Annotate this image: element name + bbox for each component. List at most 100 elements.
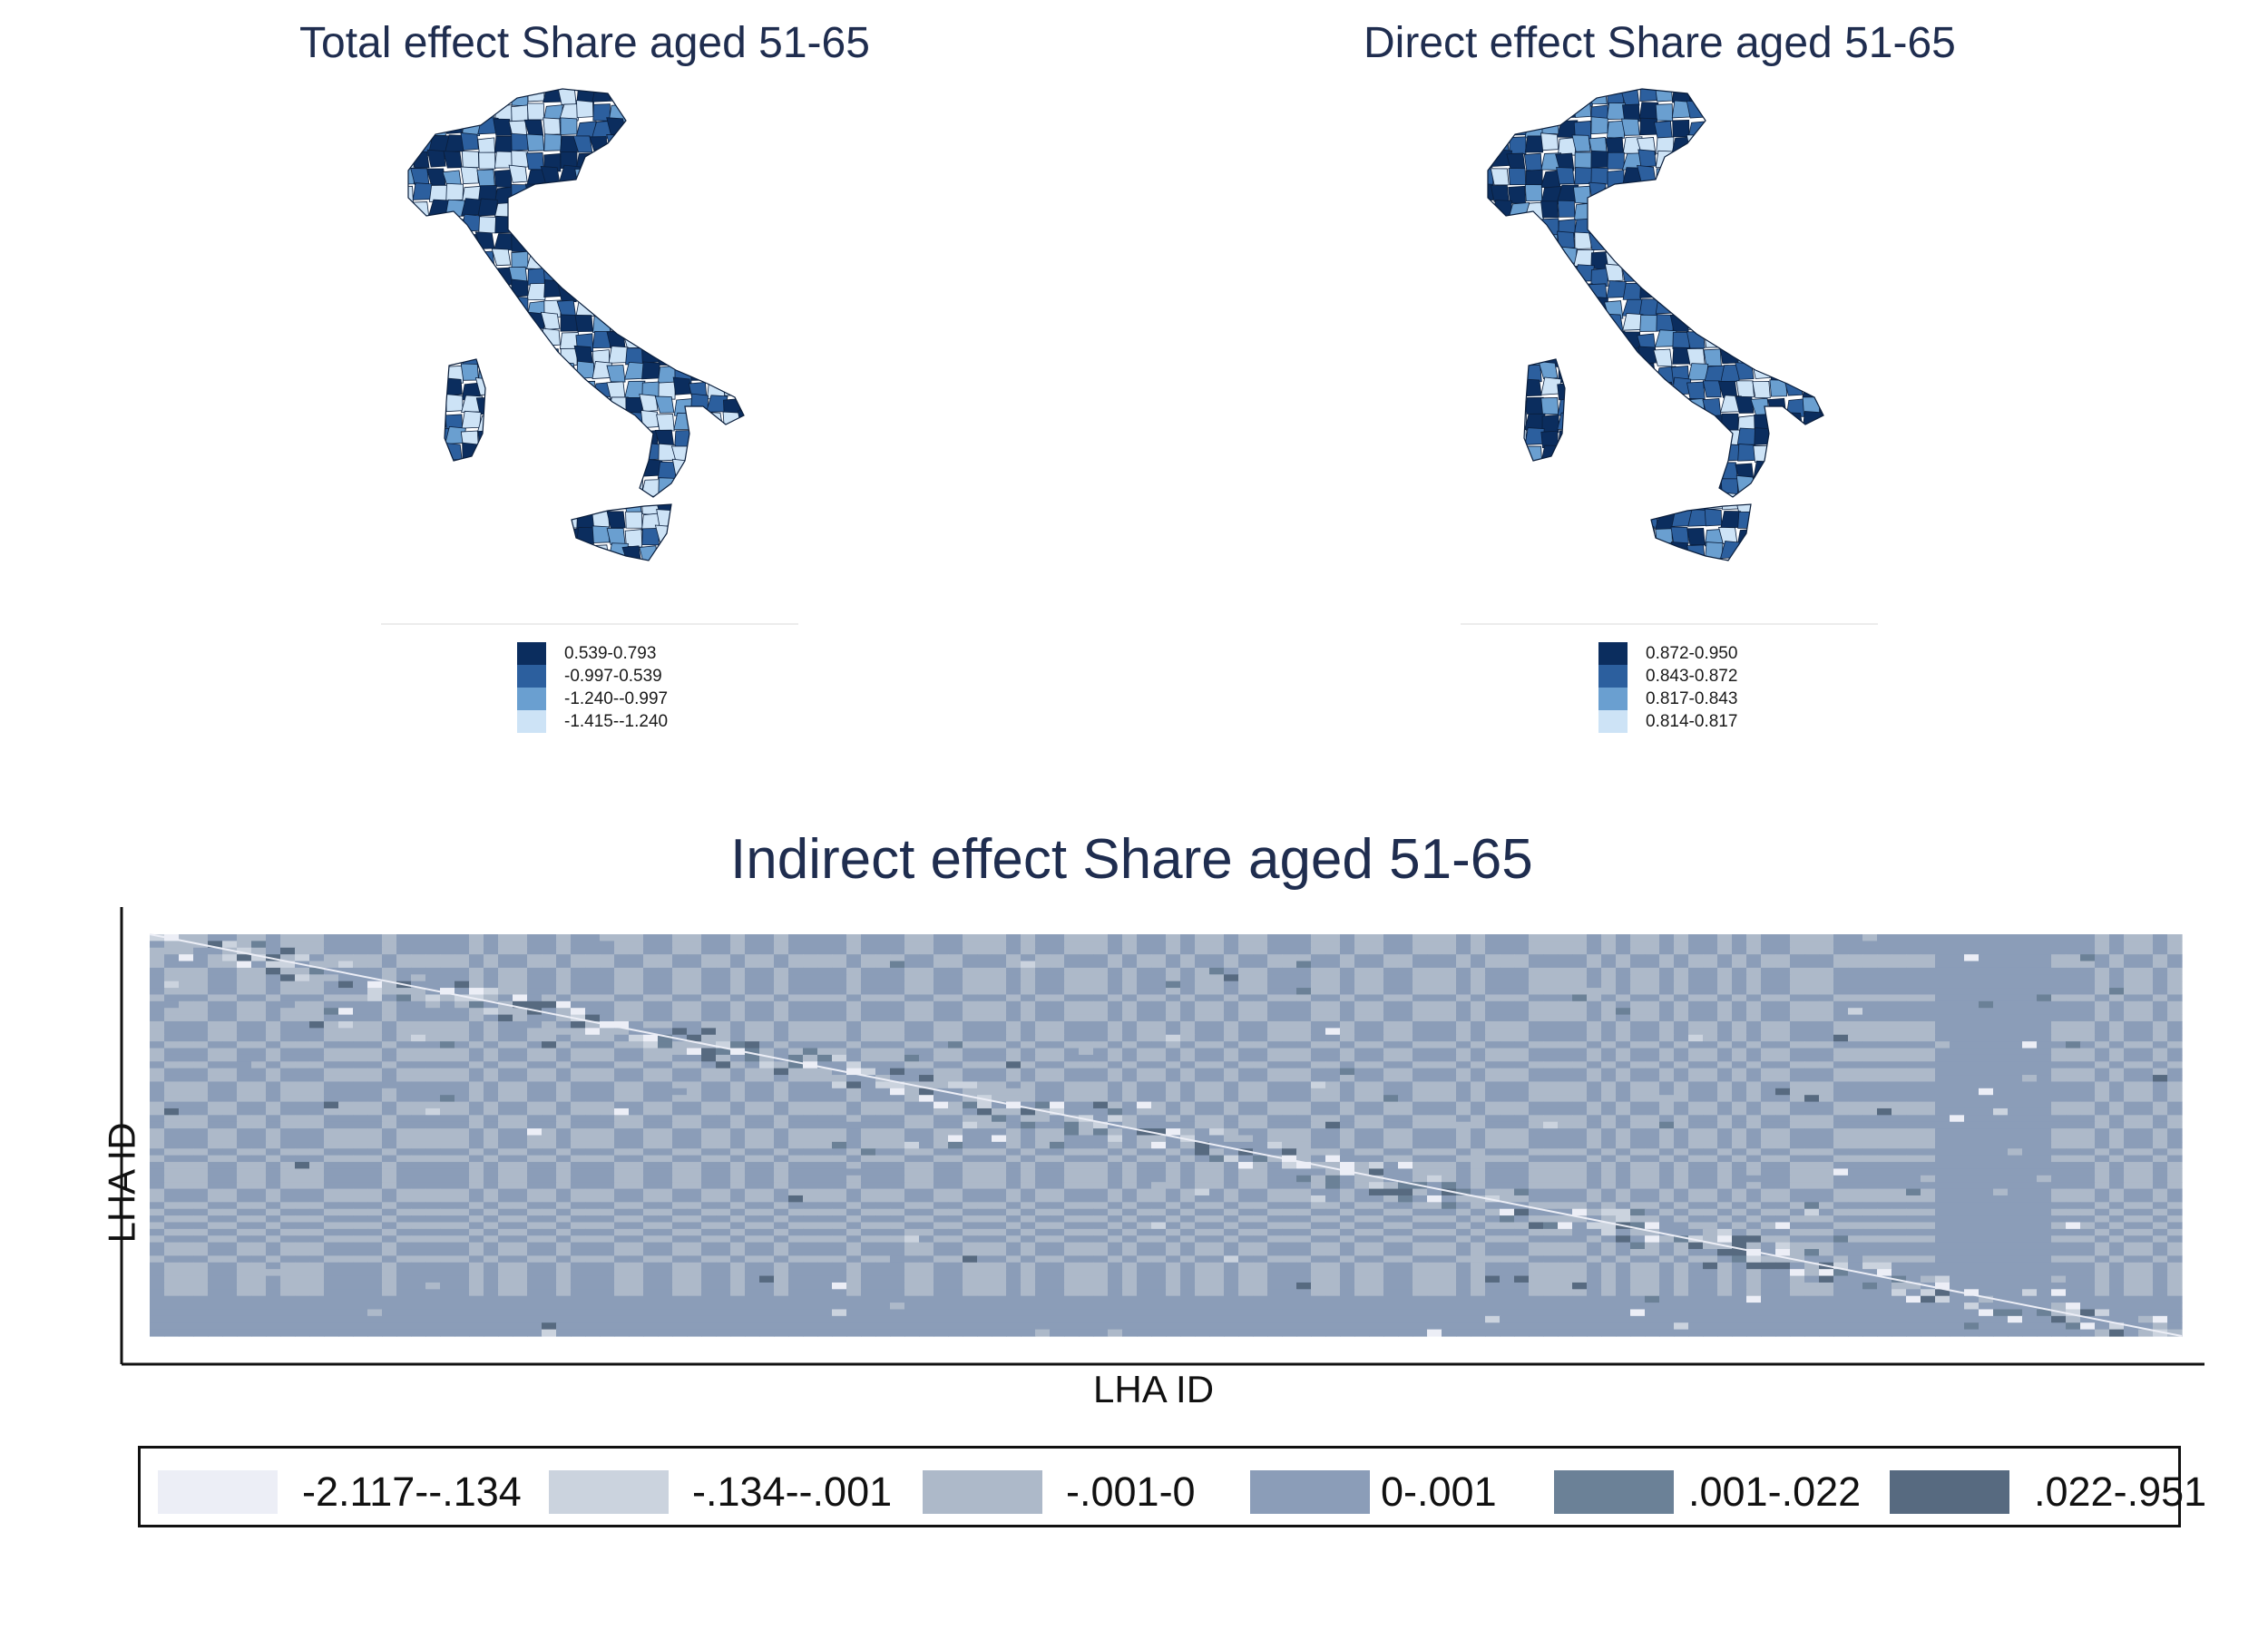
heatmap-cell [759, 1020, 775, 1029]
heatmap-cell [251, 1041, 267, 1049]
heatmap-cell [614, 1020, 630, 1029]
direct-district [1524, 267, 1546, 285]
heatmap-cell [338, 1014, 354, 1022]
total-district [673, 412, 695, 430]
heatmap-cell [1413, 1068, 1428, 1076]
heatmap-cell [571, 967, 586, 975]
direct-district [1800, 280, 1820, 298]
heatmap-cell [1500, 1028, 1515, 1036]
total-district [461, 102, 483, 121]
heatmap-cell [701, 988, 717, 996]
direct-district [1607, 120, 1626, 139]
heatmap-cell [2153, 1028, 2168, 1036]
direct-district [1705, 71, 1725, 85]
heatmap-cell [1282, 941, 1297, 949]
heatmap-cell [1093, 1014, 1109, 1022]
heatmap-cell [396, 967, 412, 975]
heatmap-cell [1877, 1020, 1892, 1029]
heatmap-cell [1862, 947, 1878, 955]
heatmap-cell [585, 1095, 601, 1103]
direct-district [1525, 475, 1543, 494]
heatmap-cell [600, 967, 615, 975]
heatmap-cell [774, 1034, 789, 1042]
heatmap-cell [484, 934, 499, 942]
heatmap-cell [1819, 981, 1834, 989]
heatmap-cell [1543, 1041, 1559, 1049]
heatmap-cell [411, 941, 426, 949]
heatmap-cell [934, 1041, 949, 1049]
heatmap-cell [1122, 1000, 1138, 1009]
heatmap-cell [1238, 947, 1254, 955]
heatmap-cell [1630, 981, 1646, 989]
heatmap-cell [1964, 1014, 1980, 1022]
heatmap-cell [179, 1054, 194, 1062]
heatmap-cell [1529, 1075, 1544, 1083]
total-district [640, 264, 659, 282]
direct-district [1572, 346, 1591, 365]
total-district [511, 184, 529, 202]
direct-district [1784, 523, 1804, 542]
heatmap-cell [1296, 947, 1312, 955]
total-district [690, 181, 709, 200]
direct-district [1719, 200, 1738, 218]
heatmap-cell [527, 1081, 543, 1089]
heatmap-cell [629, 1054, 644, 1062]
heatmap-cell [658, 1041, 673, 1049]
heatmap-cell [759, 961, 775, 969]
direct-district [1573, 511, 1594, 529]
heatmap-cell [1442, 1020, 1457, 1029]
heatmap-cell [1398, 981, 1413, 989]
heatmap-cell [672, 1095, 688, 1103]
direct-district [1752, 380, 1771, 399]
direct-district [1835, 541, 1855, 558]
total-district [705, 349, 728, 368]
heatmap-cell [875, 967, 891, 975]
heatmap-cell [1485, 1000, 1501, 1009]
heatmap-cell [1151, 967, 1167, 975]
heatmap-cell [1471, 994, 1486, 1002]
total-district [445, 345, 465, 364]
heatmap-cell [1253, 1034, 1268, 1042]
heatmap-cell [193, 1061, 209, 1069]
direct-district [1704, 330, 1722, 348]
heatmap-cell [367, 1008, 383, 1016]
total-district [575, 444, 596, 463]
heatmap-cell [1761, 988, 1776, 996]
direct-district [1770, 542, 1789, 560]
heatmap-cell [846, 1008, 862, 1016]
heatmap-cell [1340, 994, 1355, 1002]
total-district [508, 317, 528, 336]
heatmap-cell [1267, 1034, 1283, 1042]
heatmap-cell [1717, 941, 1733, 949]
heatmap-cell [1079, 1020, 1094, 1029]
heatmap-cell [425, 1081, 441, 1089]
heatmap-cell [1688, 1020, 1704, 1029]
heatmap-cell [1529, 1000, 1544, 1009]
heatmap-cell [1369, 981, 1384, 989]
heatmap-cell [367, 954, 383, 962]
heatmap-cell [1122, 1081, 1138, 1089]
heatmap-cell [759, 1014, 775, 1022]
heatmap-cell [1645, 941, 1660, 949]
heatmap-cell [1427, 1081, 1442, 1089]
heatmap-cell [803, 988, 818, 996]
heatmap-cell [1296, 1041, 1312, 1049]
heatmap-cell [1529, 1054, 1544, 1062]
total-district [591, 446, 612, 465]
heatmap-cell [382, 967, 397, 975]
heatmap-cell [1122, 994, 1138, 1002]
heatmap-cell [687, 1054, 702, 1062]
heatmap-cell [295, 1054, 310, 1062]
heatmap-cell [469, 1041, 484, 1049]
heatmap-cell [1427, 1028, 1442, 1036]
heatmap-cell [2124, 947, 2139, 955]
heatmap-cell [208, 1068, 223, 1076]
heatmap-cell [1921, 1000, 1936, 1009]
heatmap-cell [614, 1075, 630, 1083]
total-district [639, 132, 659, 151]
heatmap-cell [1732, 1041, 1747, 1049]
heatmap-cell [803, 974, 818, 982]
heatmap-cell [2037, 954, 2052, 962]
heatmap-cell [1354, 954, 1370, 962]
total-district [624, 561, 641, 579]
